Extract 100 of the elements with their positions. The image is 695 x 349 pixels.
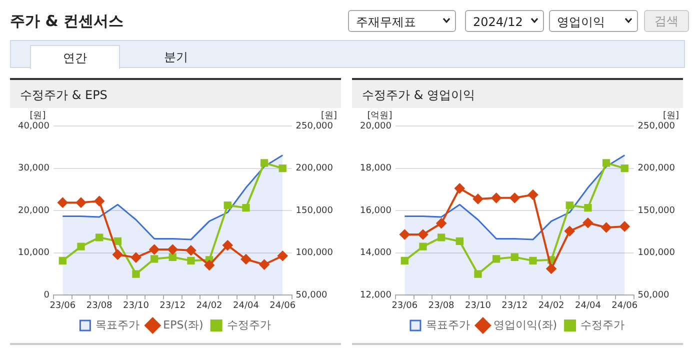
text: 검색 [644, 10, 689, 32]
point [260, 159, 268, 167]
text: 2024/12 [465, 10, 544, 32]
point [601, 222, 612, 233]
point [419, 242, 427, 250]
chart-title: 수정주가 & 영업이익 [352, 78, 683, 108]
point [491, 192, 502, 203]
point [584, 204, 592, 212]
point [168, 244, 178, 255]
x-tick-label: 24/04 [574, 300, 602, 311]
point [76, 198, 86, 208]
x-tick-label: 24/06 [612, 300, 638, 311]
point [400, 230, 410, 240]
y-tick-label: 20,000 [360, 121, 392, 132]
legend-label: 영업이익(좌) [493, 318, 558, 332]
y2-tick-label: 100,000 [296, 248, 334, 258]
legend-label: 목표주가 [426, 318, 470, 332]
text: 주가 & 컨센서스 [10, 12, 124, 31]
point [564, 226, 575, 236]
legend-label: EPS(좌) [163, 318, 204, 332]
point [620, 221, 630, 232]
y-tick-label: 10,000 [18, 248, 50, 258]
x-tick-label: 24/02 [538, 300, 564, 311]
chart-title: 수정주가 & EPS [10, 78, 341, 108]
text: 연간 [30, 45, 120, 69]
point [186, 245, 196, 256]
point [242, 204, 250, 212]
point [474, 270, 482, 278]
y2-tick-label: 100,000 [638, 248, 676, 258]
point [112, 250, 123, 260]
point [582, 218, 593, 228]
point [510, 192, 520, 203]
point [472, 194, 483, 204]
point [546, 264, 556, 274]
x-tick-label: 24/02 [196, 300, 222, 311]
x-tick-label: 23/10 [123, 300, 150, 311]
point [58, 256, 66, 265]
point [456, 237, 464, 246]
point [168, 253, 176, 261]
y-tick-label: 40,000 [18, 121, 50, 132]
y2-tick-label: 50,000 [638, 290, 670, 301]
y-tick-label: 30,000 [18, 164, 50, 174]
point [130, 252, 141, 263]
point [95, 234, 104, 242]
point [492, 255, 500, 263]
point [529, 256, 537, 265]
point [187, 256, 195, 265]
point [278, 164, 286, 172]
point [240, 254, 251, 264]
y2-tick-label: 200,000 [638, 164, 676, 174]
x-tick-label: 23/12 [502, 300, 528, 311]
x-tick-label: 23/12 [160, 300, 186, 311]
y-tick-label: 20,000 [18, 206, 50, 216]
legend-label: 수정주가 [226, 318, 271, 332]
y-axis-title: [억원] [367, 110, 392, 121]
point [94, 196, 104, 206]
point [77, 242, 85, 250]
y-axis-title: [원] [30, 110, 46, 121]
point [150, 255, 158, 263]
point [114, 237, 122, 246]
legend-label: 목표주가 [96, 318, 140, 332]
x-tick-label: 24/06 [270, 300, 296, 311]
y2-tick-label: 250,000 [296, 121, 334, 132]
text: 분기 [163, 49, 189, 66]
x-tick-label: 23/06 [50, 300, 76, 311]
y-tick-label: 0 [44, 290, 50, 301]
point [149, 244, 160, 255]
x-tick-label: 23/08 [86, 300, 113, 311]
point [204, 260, 214, 270]
y-tick-label: 16,000 [360, 206, 392, 216]
y-tick-label: 18,000 [360, 164, 392, 174]
point [58, 198, 68, 208]
point [437, 234, 446, 242]
y-tick-label: 14,000 [360, 248, 392, 258]
y2-tick-label: 150,000 [296, 206, 334, 216]
y2-axis-title: [원] [662, 110, 680, 121]
y2-axis-title: [원] [320, 110, 338, 121]
point [222, 240, 233, 250]
point [224, 201, 232, 210]
legend-label: 수정주가 [580, 318, 625, 332]
x-tick-label: 24/04 [232, 300, 260, 311]
point [528, 190, 538, 200]
point [436, 218, 446, 228]
point [566, 201, 574, 210]
x-tick-label: 23/10 [465, 300, 492, 311]
point [400, 256, 408, 265]
point [278, 250, 288, 261]
point [620, 164, 628, 172]
y2-tick-label: 150,000 [638, 206, 676, 216]
point [418, 230, 428, 240]
text: 주재무제표 [348, 10, 456, 32]
x-tick-label: 23/08 [428, 300, 455, 311]
point [259, 260, 270, 270]
y2-tick-label: 50,000 [296, 290, 328, 301]
x-tick-label: 23/06 [392, 300, 418, 311]
y-tick-label: 12,000 [360, 290, 392, 301]
y2-tick-label: 200,000 [296, 164, 334, 174]
point [454, 183, 465, 194]
y2-tick-label: 250,000 [638, 121, 676, 132]
text: 영업이익 [549, 10, 638, 32]
